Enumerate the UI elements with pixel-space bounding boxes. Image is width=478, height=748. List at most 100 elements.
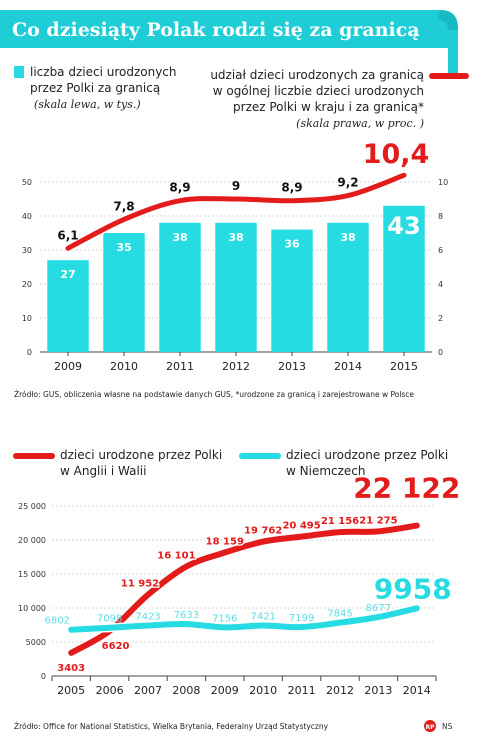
legend-de-line2: w Niemczech [286,464,366,478]
chart1-bar [103,233,145,352]
chart2-de-label: 7423 [135,612,160,623]
chart2-uk-label: 20 495 [282,521,320,532]
chart2-x-label: 2005 [57,684,85,697]
chart1-x-label: 2013 [278,360,306,373]
chart2: 0 5000 10 000 15 000 20 000 25 000 2005 2006 200… [18,472,460,697]
chart1-bar-label: 38 [172,231,187,244]
chart2-de-label: 7199 [289,613,314,624]
chart1-ytick-right: 0 [438,348,443,357]
chart2-uk-label: 6620 [102,641,130,652]
legend-bar-line1: liczba dzieci urodzonych [30,65,177,79]
chart2-ytick: 15 000 [18,570,46,579]
chart1-ytick-left: 0 [27,348,32,357]
chart2-x-label: 2013 [364,684,392,697]
legend-uk-line1: dzieci urodzone przez Polki [60,448,222,462]
chart1-ytick-right: 6 [438,246,443,255]
chart2-x-label: 2011 [288,684,316,697]
chart2-legend: dzieci urodzone przez Polki w Anglii i W… [13,448,448,478]
chart1-x-label: 2010 [110,360,138,373]
legend-bar-swatch [14,66,24,78]
chart1-bar-label: 43 [387,212,420,240]
chart2-x-label: 2012 [326,684,354,697]
chart2-uk-label: 18 159 [206,537,244,548]
chart1-line-label: 8,9 [169,181,190,195]
chart2-ytick: 10 000 [18,604,46,613]
chart2-uk-label: 19 762 [244,526,282,537]
chart1-bar-label: 38 [340,231,355,244]
chart2-x-label: 2010 [249,684,277,697]
chart2-x-label: 2006 [96,684,124,697]
legend-bar-line2: przez Polki za granicą [30,81,160,95]
chart2-x-label: 2007 [134,684,162,697]
chart1-ytick-right: 10 [438,178,448,187]
chart2-de-label: 7098 [97,614,122,625]
chart1-legend: liczba dzieci urodzonych przez Polki za … [14,65,469,130]
chart1-bar-label: 38 [228,231,243,244]
chart2-source: Źródło: Office for National Statistics, … [14,722,329,731]
chart2-uk-label: 16 101 [157,551,195,562]
chart1-ytick-left: 50 [22,178,32,187]
footer: RP NS [424,720,453,732]
chart1-ytick-left: 40 [22,212,32,221]
chart2-line-de [68,605,420,633]
chart2-line-uk [68,522,420,656]
chart2-de-label: 8677 [366,603,391,614]
page-title: Co dziesiąty Polak rodzi się za granicą [12,19,420,41]
chart2-ytick: 0 [41,672,46,681]
chart1-bar [215,222,257,352]
legend-line-note: (skala prawa, w proc. ) [296,117,424,130]
chart1-ytick-right: 8 [438,212,443,221]
chart2-de-label: 9958 [374,572,452,605]
legend-de-line1: dzieci urodzone przez Polki [286,448,448,462]
chart1-bar [327,222,369,352]
chart1-x-label: 2012 [222,360,250,373]
chart1-x-label: 2015 [390,360,418,373]
chart2-de-label: 7156 [212,613,237,624]
chart1-bar [383,205,425,352]
chart2-de-label: 7845 [327,609,352,620]
chart2-x-label: 2008 [172,684,200,697]
chart1-ytick-right: 2 [438,314,443,323]
chart1-bar-label: 35 [116,241,131,254]
legend-line-line1: udział dzieci urodzonych za granicą [210,68,424,82]
legend-line-line3: przez Polki w kraju i za granicą* [233,100,424,114]
footer-credit: NS [442,722,453,731]
chart2-de-label: 7633 [174,610,199,621]
legend-uk-line2: w Anglii i Walii [60,464,146,478]
chart1-bar [271,229,313,352]
chart1-line-label: 7,8 [113,199,134,213]
chart2-x-label: 2014 [403,684,431,697]
chart1-line-label: 8,9 [281,181,302,195]
chart1-line-label: 10,4 [363,139,430,170]
chart1-bar [47,260,89,352]
chart2-x-label: 2009 [211,684,239,697]
chart1-x-label: 2009 [54,360,82,373]
chart2-uk-label: 3403 [57,663,85,674]
chart2-uk-label: 11 952 [121,579,159,590]
chart1-line-label: 9,2 [337,176,358,190]
chart1-x-label: 2014 [334,360,362,373]
chart1-bar-label: 27 [60,268,75,281]
chart1: 0 10 20 30 40 50 0 2 4 6 8 10 27 2009 35 2010 38 2011 38 20… [22,139,448,373]
chart1-ytick-left: 30 [22,246,32,255]
chart2-de-label: 7421 [250,612,275,623]
chart1-ytick-left: 20 [22,280,32,289]
legend-bar-note: (skala lewa, w tys.) [34,98,141,111]
chart1-bar-label: 36 [284,238,300,251]
chart1-line [65,172,407,251]
chart2-ytick: 20 000 [18,536,46,545]
chart2-ytick: 25 000 [18,502,46,511]
brand-mark: RP [425,724,435,731]
chart1-line-label: 9 [232,179,240,193]
header-banner: Co dziesiąty Polak rodzi się za granicą [0,6,478,75]
chart2-uk-label: 21 156 [321,516,359,527]
chart1-ytick-left: 10 [22,314,32,323]
chart1-ytick-right: 4 [438,280,443,289]
chart2-uk-label: 21 275 [359,515,397,526]
chart1-source: Źródło: GUS, obliczenia własne na podsta… [14,390,414,399]
chart2-ytick: 5000 [26,638,46,647]
chart2-de-label: 6802 [44,616,69,627]
chart1-x-label: 2011 [166,360,194,373]
